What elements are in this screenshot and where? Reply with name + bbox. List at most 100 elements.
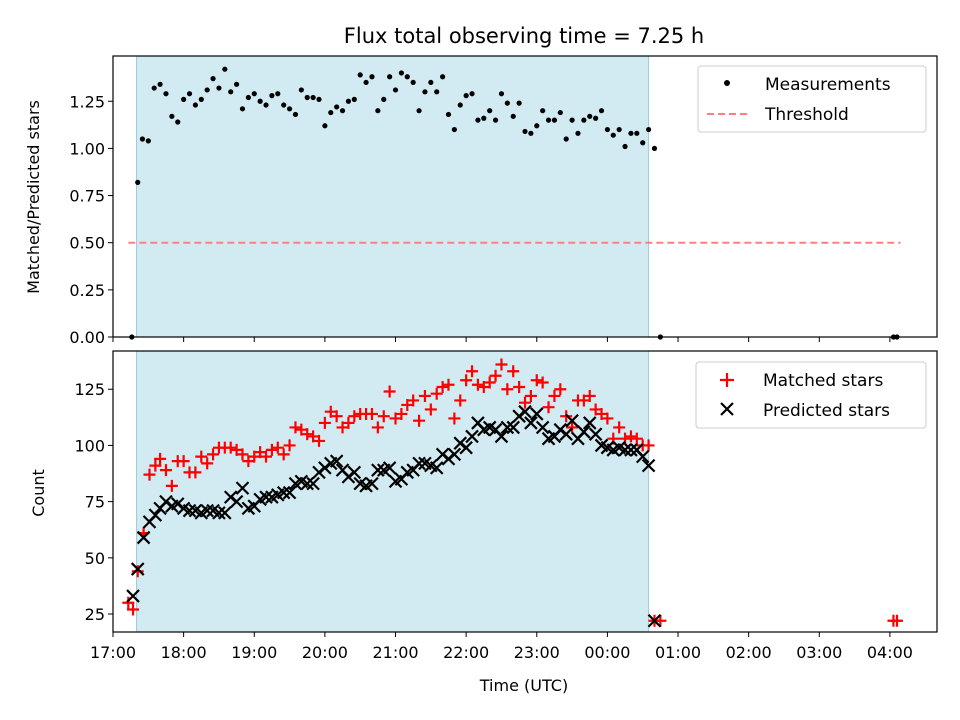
top-measurements-point [198, 96, 204, 102]
top-measurements-point [345, 98, 352, 104]
x-tick-label: 04:00 [867, 643, 913, 662]
bottom-predicted-stars-point [276, 485, 291, 500]
top-measurements-point [640, 140, 646, 146]
top-measurements-point [528, 130, 534, 136]
bottom-matched-stars-point [448, 412, 461, 425]
top-measurements-point [651, 145, 658, 152]
top-measurements-point [363, 79, 369, 86]
top-measurements-point [228, 89, 234, 95]
top-measurements-point [145, 138, 151, 144]
x-tick-label: 18:00 [161, 643, 207, 662]
top-measurements-point [646, 126, 652, 133]
top-measurements-point [540, 108, 546, 114]
bottom-matched-stars-point [536, 376, 549, 389]
bottom-predicted-stars-point [518, 404, 532, 419]
bottom-predicted-stars-point [565, 413, 579, 428]
top-y-tick-label: 1.00 [69, 139, 105, 158]
bottom-predicted-stars-point [300, 476, 315, 491]
bottom-matched-stars-point [554, 383, 567, 396]
top-y-axis-label: Matched/Predicted stars [24, 100, 43, 294]
bottom-predicted-stars-point [182, 503, 197, 518]
top-measurements-point [304, 94, 310, 101]
bottom-matched-stars-point [890, 614, 903, 627]
top-measurements-point [434, 89, 440, 95]
x-tick-label: 23:00 [514, 643, 560, 662]
bottom-matched-stars-point [519, 396, 531, 409]
bottom-matched-stars-point [501, 383, 514, 396]
bottom-matched-stars-point [318, 416, 331, 429]
bottom-matched-stars-point [177, 455, 190, 468]
bottom-predicted-stars-point [412, 456, 426, 471]
legend-matched-label: Matched stars [763, 371, 883, 391]
bottom-matched-stars-point [143, 468, 156, 481]
bottom-matched-stars-point [413, 414, 426, 427]
top-axes-frame [112, 55, 938, 338]
bottom-y-tick-label: 25 [85, 605, 105, 624]
bottom-matched-stars-point [407, 394, 420, 407]
bottom-observing-window [136, 350, 650, 633]
bottom-matched-stars-point [377, 410, 390, 423]
bottom-predicted-stars-point [524, 416, 538, 430]
bottom-matched-stars-point [471, 378, 484, 391]
top-measurements-point [498, 91, 505, 97]
bottom-matched-stars-point [466, 365, 479, 378]
bottom-predicted-stars-point [130, 562, 145, 576]
x-axis-label: Time (UTC) [479, 676, 568, 695]
bottom-matched-stars-point [566, 421, 579, 434]
top-measurements-point [481, 115, 487, 121]
top-measurements-point [475, 117, 481, 123]
bottom-predicted-stars-point [618, 443, 632, 457]
top-panel: Flux total observing time = 7.25 h 0.000… [24, 24, 938, 347]
top-measurements-point [534, 123, 540, 129]
top-measurements-point [204, 87, 210, 93]
legend-threshold-label: Threshold [764, 105, 849, 125]
top-measurements-point [263, 102, 269, 108]
x-tick-label: 19:00 [231, 643, 277, 662]
bottom-matched-stars-point [277, 448, 290, 461]
top-measurements-point [157, 81, 163, 87]
top-measurements-point [381, 96, 387, 102]
top-measurements-point [334, 104, 340, 110]
top-measurements-point [139, 136, 146, 142]
top-measurements-point [545, 117, 552, 123]
top-measurements-point [387, 74, 393, 80]
top-measurements-point [286, 106, 293, 112]
top-legend: Measurements Threshold [697, 65, 927, 133]
top-measurements-point [616, 126, 622, 133]
bottom-matched-stars-point [159, 464, 172, 477]
bottom-matched-stars-point [265, 443, 278, 456]
bottom-predicted-stars-point [218, 506, 232, 520]
bottom-predicted-stars-point [235, 481, 250, 495]
bottom-y-tick-label: 125 [74, 380, 105, 399]
bottom-y-tick-label: 75 [85, 493, 105, 512]
top-measurements-point [634, 130, 640, 136]
bottom-predicted-stars-point [459, 440, 473, 455]
top-legend-frame [697, 65, 927, 133]
bottom-matched-stars-point [149, 459, 162, 472]
bottom-matched-stars-point [418, 389, 431, 402]
top-measurements-point [487, 108, 493, 114]
bottom-matched-stars-point [371, 421, 384, 434]
bottom-matched-stars-point [524, 389, 537, 402]
bottom-matched-stars-point [289, 421, 302, 434]
bottom-predicted-stars-point [500, 420, 515, 435]
bottom-matched-stars-point [542, 401, 555, 414]
bottom-predicted-stars-point [347, 465, 362, 480]
bottom-predicted-stars-point [494, 429, 509, 444]
top-measurements-point [581, 117, 587, 123]
bottom-matched-stars-point [454, 394, 467, 407]
top-measurements-point [186, 91, 193, 97]
bottom-plot-area: 25 50 75 100 125 17:00 18:00 19:00 20:00 21:00 22:… [74, 350, 938, 662]
top-measurements-point [339, 108, 346, 114]
bottom-matched-stars-point [436, 380, 449, 393]
bottom-predicted-stars-point [447, 447, 462, 462]
top-measurements-point [504, 100, 510, 106]
top-measurements-point [239, 106, 246, 112]
top-y-tick-label: 0.75 [69, 187, 105, 206]
top-measurements-point [551, 117, 558, 123]
bottom-matched-stars-point [654, 614, 667, 627]
top-measurements-point [422, 89, 428, 95]
chart-title: Flux total observing time = 7.25 h [344, 24, 704, 48]
bottom-matched-stars-point [383, 385, 396, 398]
bottom-matched-stars-point [613, 421, 626, 434]
